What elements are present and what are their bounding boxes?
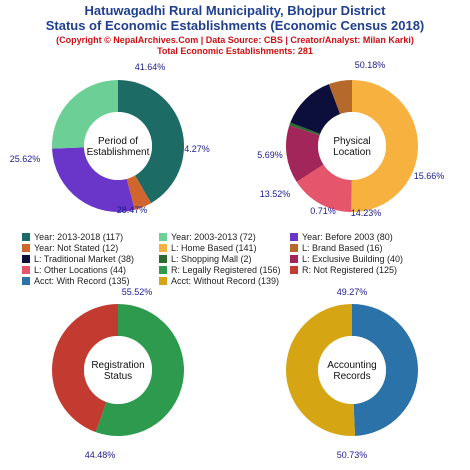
donut-slice-period-2 [52, 147, 135, 213]
pct-label-location-2: 14.23% [351, 208, 382, 218]
pct-label-accounting-1: 50.73% [337, 450, 368, 460]
donut-slice-period-1 [126, 175, 152, 210]
donut-slice-registration-0 [95, 304, 185, 437]
donut-slice-registration-1 [52, 304, 119, 433]
legend-swatch [159, 244, 167, 252]
legend-swatch [159, 233, 167, 241]
donut-slice-accounting-0 [352, 304, 419, 436]
legend-item: L: Other Locations (44) [22, 265, 126, 275]
legend-swatch [22, 266, 30, 274]
legend-label: L: Other Locations (44) [34, 265, 127, 275]
legend-swatch [22, 277, 30, 285]
donut-center-label-accounting: Records [333, 371, 370, 382]
copyright-note: (Copyright © NepalArchives.Com | Data So… [56, 35, 414, 45]
legend-label: L: Brand Based (16) [302, 243, 383, 253]
legend-label: Year: 2003-2013 (72) [171, 232, 256, 242]
legend-item: L: Traditional Market (38) [22, 254, 134, 264]
donut-slice-period-3 [52, 80, 118, 149]
donut-slice-location-1 [296, 164, 352, 212]
legend-label: L: Shopping Mall (2) [171, 254, 252, 264]
pct-label-location-5: 5.69% [257, 150, 283, 160]
pct-label-location-3: 0.71% [310, 206, 336, 216]
pct-label-period-0: 41.64% [135, 62, 166, 72]
legend-swatch [22, 233, 30, 241]
total-establishments: Total Economic Establishments: 281 [157, 46, 313, 56]
legend-item: Year: Not Stated (12) [22, 243, 118, 253]
legend-item: L: Exclusive Building (40) [290, 254, 403, 264]
donut-hole-registration [84, 336, 152, 404]
pct-label-period-3: 25.62% [10, 154, 41, 164]
donut-slice-period-0 [118, 80, 185, 204]
donut-slice-accounting-1 [286, 304, 356, 436]
legend-swatch [290, 266, 298, 274]
pct-label-period-1: 4.27% [184, 144, 210, 154]
legend-label: Year: 2013-2018 (117) [34, 232, 124, 242]
legend-swatch [159, 277, 167, 285]
legend-swatch [290, 244, 298, 252]
legend-label: L: Traditional Market (38) [34, 254, 135, 264]
donut-center-label-accounting: Accounting [327, 360, 376, 371]
pct-label-period-2: 28.47% [117, 205, 148, 215]
legend-label: L: Home Based (141) [171, 243, 257, 253]
legend-item: Acct: With Record (135) [22, 276, 130, 286]
legend-item: L: Shopping Mall (2) [159, 254, 252, 264]
donut-slice-location-2 [286, 125, 324, 182]
legend-swatch [22, 244, 30, 252]
pct-label-accounting-0: 49.27% [337, 287, 368, 297]
legend-item: Year: 2013-2018 (117) [22, 232, 123, 242]
donut-slice-location-4 [290, 84, 341, 134]
legend-swatch [22, 255, 30, 263]
donut-slice-location-5 [328, 80, 352, 115]
legend-item: Year: 2003-2013 (72) [159, 232, 256, 242]
legend-item: L: Home Based (141) [159, 243, 257, 253]
legend-label: Acct: Without Record (139) [171, 276, 280, 286]
chart-title-line1: Hatuwagadhi Rural Municipality, Bhojpur … [84, 3, 386, 18]
legend-swatch [290, 233, 298, 241]
pct-label-registration-1: 44.48% [85, 450, 116, 460]
donut-slice-location-3 [289, 122, 321, 136]
legend-item: R: Legally Registered (156) [159, 265, 281, 275]
donut-center-label-registration: Registration [91, 360, 144, 371]
pct-label-location-1: 15.66% [414, 171, 445, 181]
donut-center-label-period: Period of [98, 136, 138, 147]
legend-item: R: Not Registered (125) [290, 265, 397, 275]
donut-hole-location [318, 112, 386, 180]
legend-item: L: Brand Based (16) [290, 243, 383, 253]
donut-center-label-location: Location [333, 147, 371, 158]
legend-label: Year: Before 2003 (80) [302, 232, 393, 242]
pct-label-registration-0: 55.52% [122, 287, 153, 297]
legend-label: L: Exclusive Building (40) [302, 254, 404, 264]
donut-hole-period [84, 112, 152, 180]
pct-label-location-0: 50.18% [355, 60, 386, 70]
legend-label: Acct: With Record (135) [34, 276, 130, 286]
donut-center-label-location: Physical [333, 136, 370, 147]
donut-center-label-registration: Status [104, 371, 132, 382]
chart-header: Hatuwagadhi Rural Municipality, Bhojpur … [0, 0, 470, 57]
legend-item: Acct: Without Record (139) [159, 276, 279, 286]
chart-title-line2: Status of Economic Establishments (Econo… [45, 18, 425, 33]
legend-label: R: Legally Registered (156) [171, 265, 281, 275]
legend-label: Year: Not Stated (12) [34, 243, 119, 253]
donut-center-label-period: Establishment [87, 147, 150, 158]
donut-slice-location-0 [351, 80, 418, 213]
pct-label-location-4: 13.52% [260, 189, 291, 199]
legend-swatch [159, 255, 167, 263]
donut-hole-accounting [318, 336, 386, 404]
legend-label: R: Not Registered (125) [302, 265, 398, 275]
legend-swatch [290, 255, 298, 263]
legend-swatch [159, 266, 167, 274]
legend-item: Year: Before 2003 (80) [290, 232, 393, 242]
